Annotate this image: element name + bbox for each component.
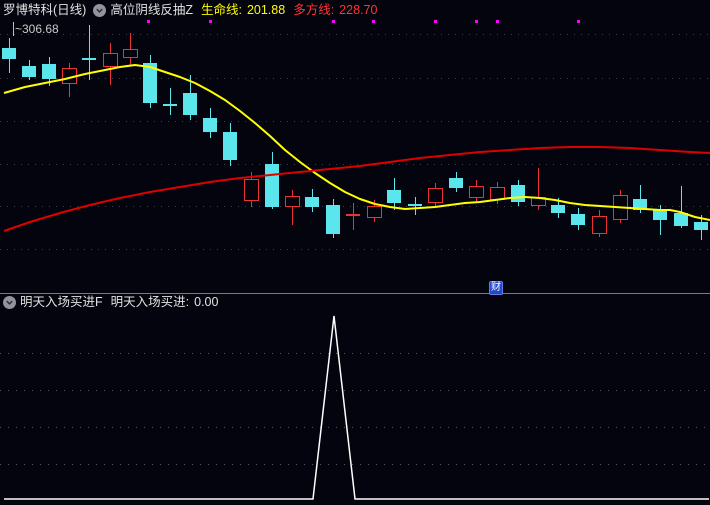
finance-badge[interactable]: 财 <box>489 281 503 295</box>
indicator-name: 高位阴线反抽Z <box>110 3 193 18</box>
dofang-legend-value: 228.70 <box>339 3 378 18</box>
chevron-down-icon[interactable] <box>93 4 107 17</box>
stock-title: 罗博特科(日线) <box>3 3 87 18</box>
high-price-label: ~306.68 <box>13 22 59 36</box>
candlestick-chart[interactable] <box>0 0 710 293</box>
signal-legend-label: 明天入场买进: <box>110 295 190 310</box>
chevron-down-icon[interactable] <box>3 296 16 309</box>
panel1-header: 罗博特科(日线) 高位阴线反抽Z 生命线: 201.88 多方线: 228.70 <box>3 4 377 17</box>
lifeline-legend-label: 生命线: <box>200 3 242 18</box>
signal-indicator-name: 明天入场买进F <box>20 295 103 310</box>
lifeline-legend-value: 201.88 <box>246 3 286 18</box>
panel-divider <box>0 293 710 294</box>
signal-chart[interactable] <box>0 293 710 505</box>
signal-legend-value: 0.00 <box>194 295 219 310</box>
dofang-legend-label: 多方线: <box>293 3 335 18</box>
high-price-tick <box>13 22 14 36</box>
panel2-header: 明天入场买进F 明天入场买进: 0.00 <box>3 296 218 309</box>
